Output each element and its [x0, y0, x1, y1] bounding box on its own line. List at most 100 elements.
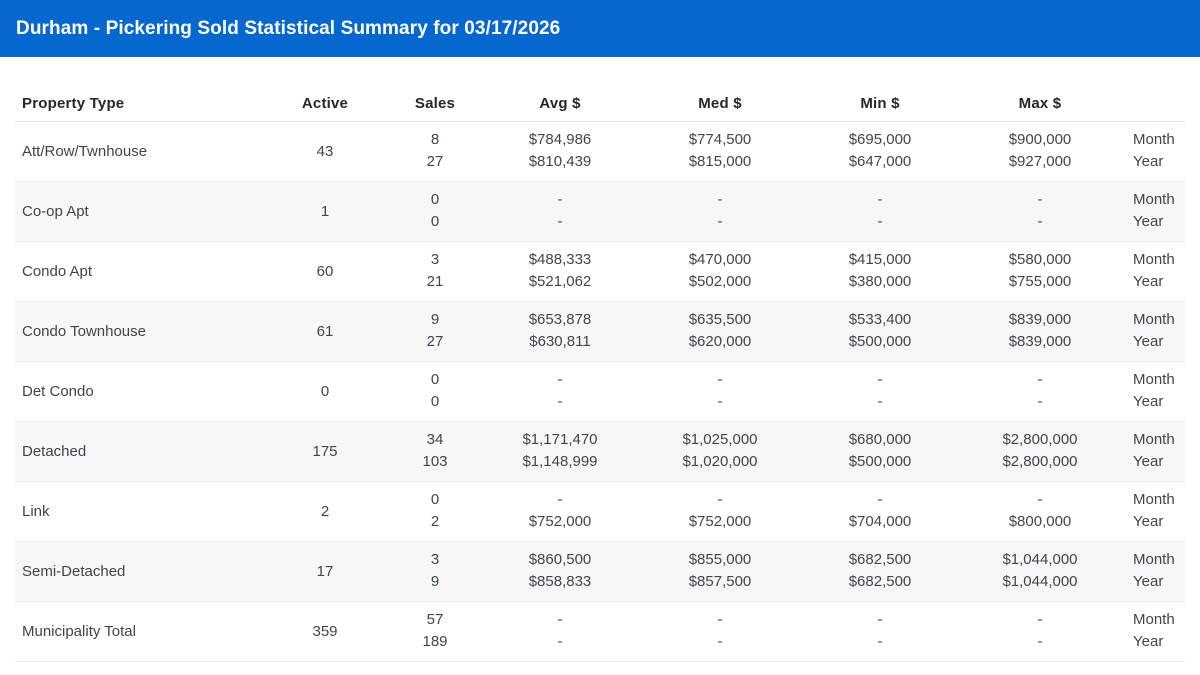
col-header-med: Med $	[640, 57, 800, 122]
sales-month-value: 8	[430, 131, 440, 148]
period-year-label: Year	[1133, 573, 1164, 590]
min-month-value: $695,000	[848, 131, 912, 148]
med-year-value: $815,000	[688, 153, 752, 170]
avg-month-value: $784,986	[528, 131, 592, 148]
sales-year-value: 27	[426, 333, 444, 350]
min-price-cell: $680,000 $500,000	[800, 421, 960, 481]
max-month-value: -	[1037, 491, 1043, 508]
sales-cell: 0 0	[390, 361, 480, 421]
med-price-cell: - -	[640, 181, 800, 241]
period-cell: Month Year	[1120, 361, 1185, 421]
table-row: Link 2 0 2 - $752,000 - $752,000 - $704,…	[15, 481, 1185, 541]
active-count-cell: 359	[312, 622, 338, 640]
active-count-cell: 17	[316, 562, 334, 580]
min-price-cell: $415,000 $380,000	[800, 241, 960, 301]
med-price-cell: - -	[640, 361, 800, 421]
min-price-cell: - -	[800, 361, 960, 421]
min-month-value: -	[877, 611, 883, 628]
med-price-cell: - -	[640, 601, 800, 661]
col-header-max: Max $	[960, 57, 1120, 122]
max-year-value: $927,000	[1008, 153, 1072, 170]
med-month-value: -	[717, 491, 723, 508]
period-year-label: Year	[1133, 153, 1164, 170]
period-year-label: Year	[1133, 333, 1164, 350]
med-year-value: -	[717, 633, 723, 650]
avg-price-cell: $784,986 $810,439	[480, 121, 640, 181]
max-year-value: -	[1037, 393, 1043, 410]
active-count-cell: 61	[316, 322, 334, 340]
avg-price-cell: - -	[480, 361, 640, 421]
table-row: Condo Apt 60 3 21 $488,333 $521,062 $470…	[15, 241, 1185, 301]
period-year-label: Year	[1133, 513, 1164, 530]
max-month-value: $839,000	[1008, 311, 1072, 328]
avg-price-cell: $1,171,470 $1,148,999	[480, 421, 640, 481]
avg-month-value: $860,500	[528, 551, 592, 568]
sales-month-value: 9	[430, 311, 440, 328]
property-type-cell: Detached	[22, 442, 87, 460]
sales-cell: 9 27	[390, 301, 480, 361]
title-bar: Durham - Pickering Sold Statistical Summ…	[0, 0, 1200, 57]
col-header-property-type: Property Type	[15, 57, 260, 122]
sales-month-value: 0	[430, 191, 440, 208]
max-price-cell: - -	[960, 361, 1120, 421]
min-price-cell: $682,500 $682,500	[800, 541, 960, 601]
sales-year-value: 27	[426, 153, 444, 170]
max-month-value: $2,800,000	[1002, 431, 1078, 448]
avg-year-value: -	[557, 393, 563, 410]
table-row: Municipality Total 359 57 189 - - - - - …	[15, 601, 1185, 661]
avg-year-value: $858,833	[528, 573, 592, 590]
min-price-cell: - -	[800, 181, 960, 241]
sales-cell: 0 0	[390, 181, 480, 241]
med-month-value: $774,500	[688, 131, 752, 148]
max-month-value: -	[1037, 371, 1043, 388]
sales-cell: 3 21	[390, 241, 480, 301]
avg-month-value: $653,878	[528, 311, 592, 328]
active-count-cell: 175	[312, 442, 338, 460]
max-month-value: $900,000	[1008, 131, 1072, 148]
table-row: Detached 175 34 103 $1,171,470 $1,148,99…	[15, 421, 1185, 481]
med-year-value: $857,500	[688, 573, 752, 590]
med-price-cell: $635,500 $620,000	[640, 301, 800, 361]
max-price-cell: - -	[960, 181, 1120, 241]
min-year-value: $704,000	[848, 513, 912, 530]
max-month-value: $580,000	[1008, 251, 1072, 268]
sales-month-value: 34	[426, 431, 444, 448]
period-cell: Month Year	[1120, 421, 1185, 481]
min-year-value: -	[877, 633, 883, 650]
min-year-value: -	[877, 393, 883, 410]
min-year-value: $682,500	[848, 573, 912, 590]
med-year-value: $1,020,000	[682, 453, 758, 470]
table-body: Att/Row/Twnhouse 43 8 27 $784,986 $810,4…	[15, 121, 1185, 661]
avg-year-value: $630,811	[529, 333, 591, 350]
col-header-active: Active	[260, 57, 390, 122]
med-year-value: $502,000	[688, 273, 752, 290]
table-row: Condo Townhouse 61 9 27 $653,878 $630,81…	[15, 301, 1185, 361]
max-price-cell: - $800,000	[960, 481, 1120, 541]
avg-price-cell: $653,878 $630,811	[480, 301, 640, 361]
table-row: Semi-Detached 17 3 9 $860,500 $858,833 $…	[15, 541, 1185, 601]
table-row: Att/Row/Twnhouse 43 8 27 $784,986 $810,4…	[15, 121, 1185, 181]
period-month-label: Month	[1133, 551, 1175, 568]
avg-month-value: $1,171,470	[522, 431, 598, 448]
avg-month-value: -	[557, 491, 563, 508]
min-price-cell: $695,000 $647,000	[800, 121, 960, 181]
avg-month-value: $488,333	[528, 251, 592, 268]
avg-price-cell: - -	[480, 601, 640, 661]
period-month-label: Month	[1133, 371, 1175, 388]
min-year-value: -	[877, 213, 883, 230]
period-year-label: Year	[1133, 633, 1164, 650]
sales-year-value: 9	[430, 573, 440, 590]
period-cell: Month Year	[1120, 301, 1185, 361]
sales-year-value: 21	[426, 273, 444, 290]
med-year-value: $752,000	[688, 513, 752, 530]
max-year-value: $800,000	[1008, 513, 1072, 530]
report-content: Property Type Active Sales Avg $ Med $ M…	[0, 57, 1200, 662]
property-type-cell: Link	[22, 502, 50, 520]
med-year-value: $620,000	[688, 333, 752, 350]
sales-month-value: 0	[430, 491, 440, 508]
max-price-cell: - -	[960, 601, 1120, 661]
max-year-value: $839,000	[1008, 333, 1072, 350]
avg-price-cell: - $752,000	[480, 481, 640, 541]
active-count-cell: 60	[316, 262, 334, 280]
col-header-period	[1120, 57, 1185, 122]
